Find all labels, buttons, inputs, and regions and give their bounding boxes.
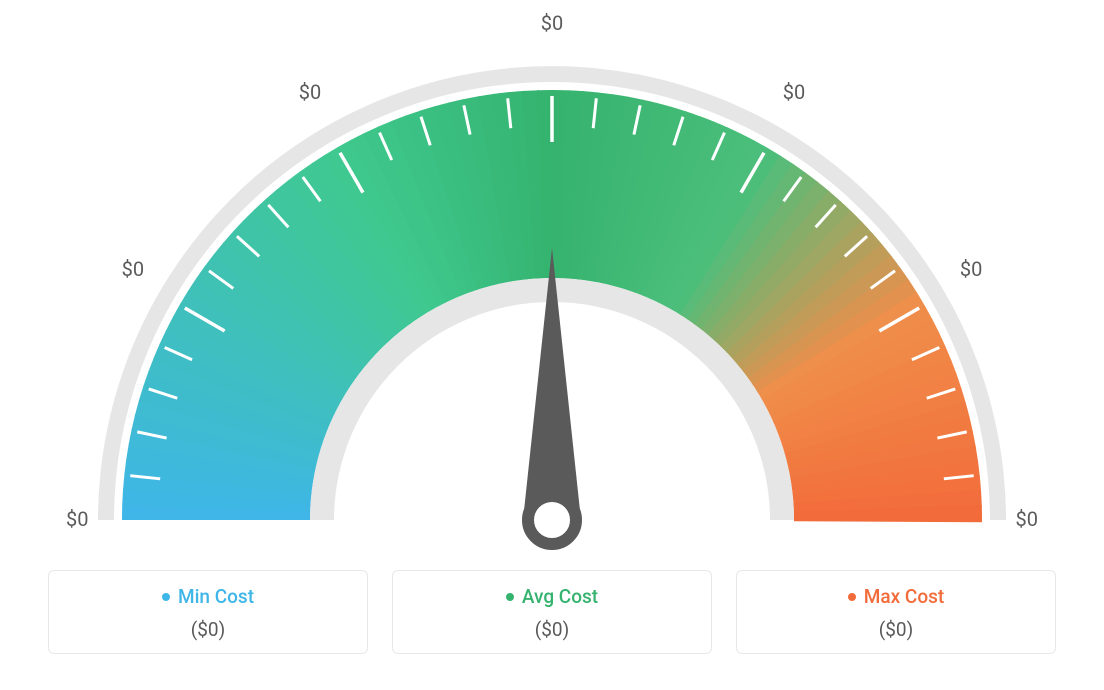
gauge-needle-hub bbox=[528, 496, 576, 544]
legend-card: Min Cost ($0) bbox=[48, 570, 368, 654]
gauge-tick-label: $0 bbox=[960, 257, 982, 281]
legend-title: Min Cost bbox=[162, 585, 254, 608]
legend-label: Min Cost bbox=[178, 585, 254, 608]
legend-label: Avg Cost bbox=[522, 585, 598, 608]
gauge-svg: $0 $0 $0 $0 $0 $0 $0 bbox=[0, 0, 1104, 560]
legend-card: Max Cost ($0) bbox=[736, 570, 1056, 654]
legend-dot-icon bbox=[162, 593, 170, 601]
legend-title: Max Cost bbox=[848, 585, 944, 608]
gauge-tick-label: $0 bbox=[66, 507, 88, 531]
legend-label: Max Cost bbox=[864, 585, 944, 608]
gauge-tick-label: $0 bbox=[783, 80, 805, 104]
legend-value: ($0) bbox=[747, 618, 1045, 641]
legend-value: ($0) bbox=[403, 618, 701, 641]
gauge-tick-label: $0 bbox=[299, 80, 321, 104]
gauge-tick-label: $0 bbox=[1016, 507, 1038, 531]
legend-title: Avg Cost bbox=[506, 585, 598, 608]
legend-dot-icon bbox=[506, 593, 514, 601]
legend-row: Min Cost ($0) Avg Cost ($0) Max Cost ($0) bbox=[0, 570, 1104, 654]
gauge-chart: $0 $0 $0 $0 $0 $0 $0 bbox=[0, 0, 1104, 560]
legend-card: Avg Cost ($0) bbox=[392, 570, 712, 654]
legend-value: ($0) bbox=[59, 618, 357, 641]
gauge-tick-label: $0 bbox=[122, 257, 144, 281]
legend-dot-icon bbox=[848, 593, 856, 601]
gauge-tick-label: $0 bbox=[541, 11, 563, 35]
